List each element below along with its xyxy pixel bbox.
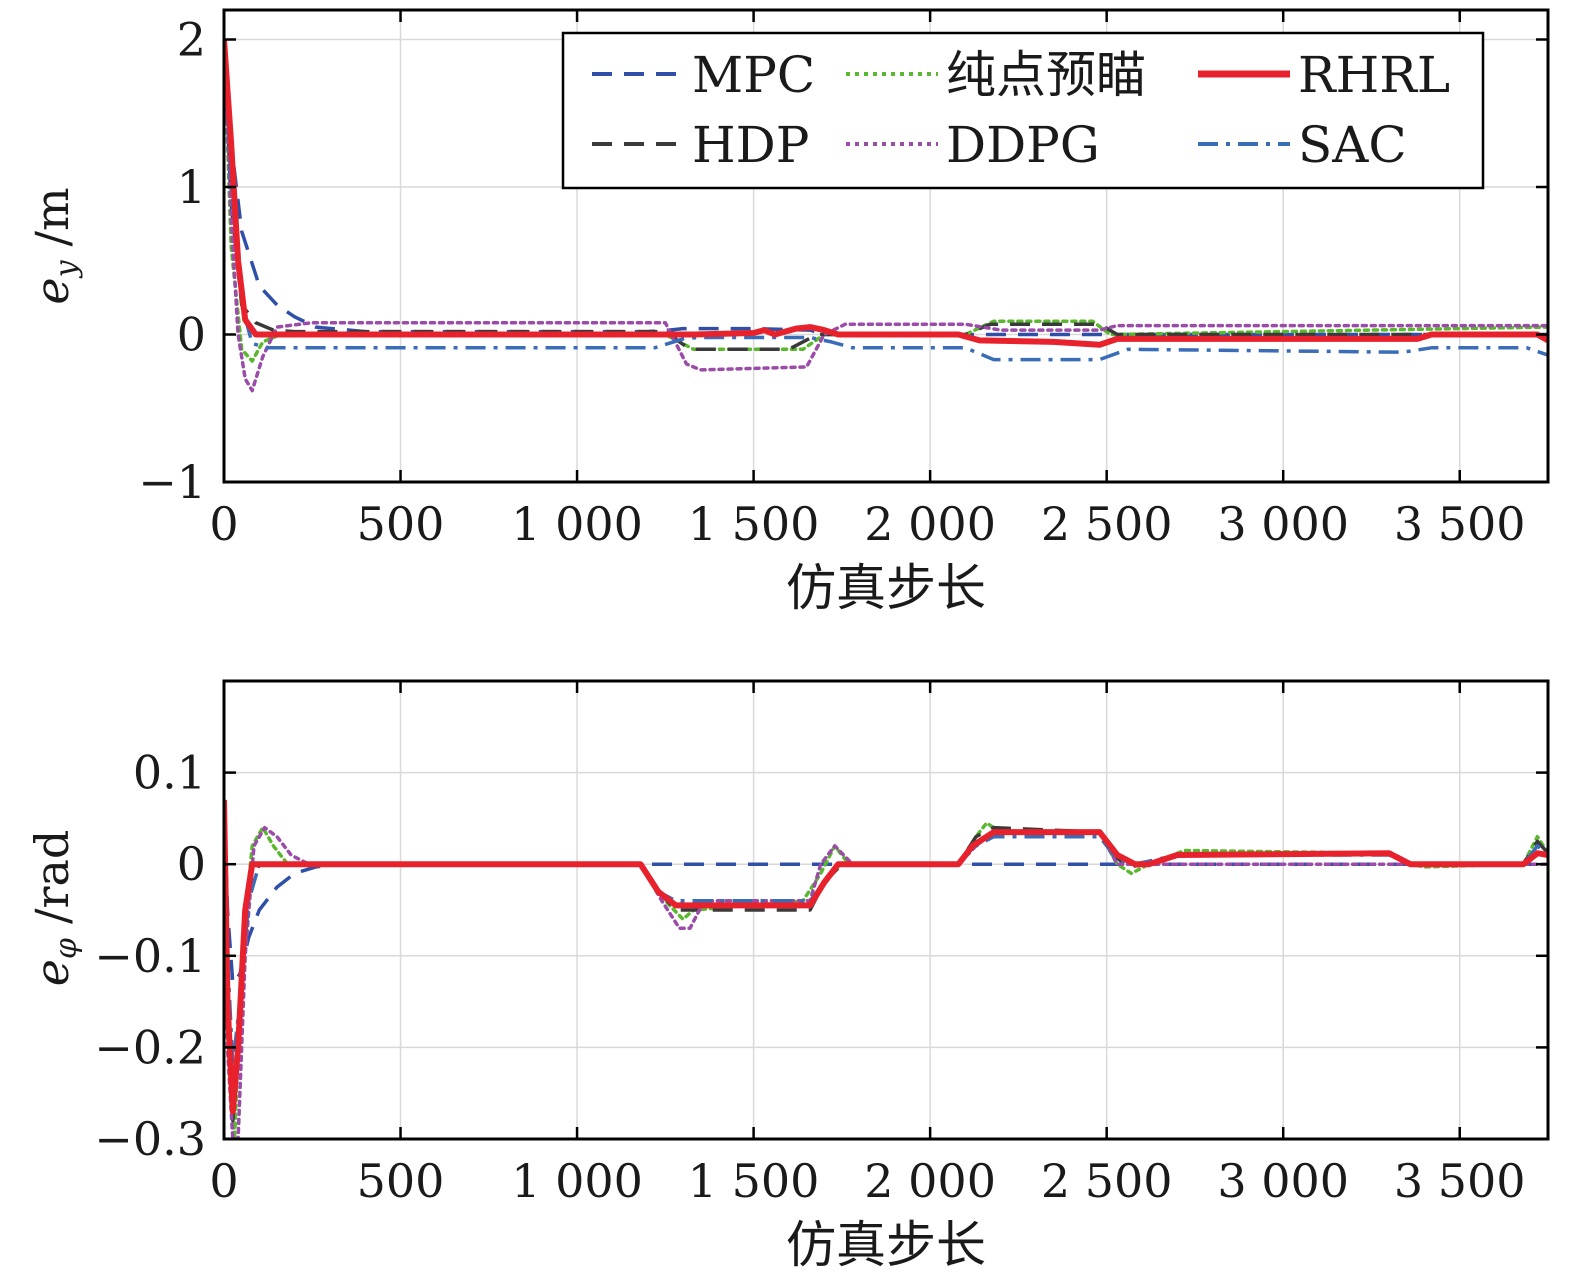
bottom-y-tick-label: 0.1 [133,746,206,800]
top-y-axis-label-unit: /m [25,187,79,246]
bottom-series-5-line [224,800,1548,1068]
legend-label-1: 纯点预瞄 [946,46,1146,104]
top-y-tick-label: 1 [177,160,206,214]
bottom-y-axis-label-unit: /rad [25,830,79,924]
bottom-x-tick-label: 0 [209,1154,238,1208]
bottom-plot-frame [222,679,1550,1141]
bottom-y-tick-label: 0 [177,837,206,891]
legend-label-0: MPC [692,46,815,104]
bottom-series-3-line [224,800,1548,1123]
top-plot-frame [222,8,1550,484]
bottom-chart: 0 500 1 000 1 500 2 000 2 500 3 000 3 500 −0.3 −0… [25,679,1550,1274]
legend-box [561,31,1485,190]
top-x-axis-label: 仿真步长 [786,559,986,617]
top-y-tick-label: −1 [138,455,206,509]
top-x-tick-label: 1 000 [511,497,643,551]
bottom-x-tick-label: 1 500 [688,1154,820,1208]
legend: MPC 纯点预瞄 RHRL HDP DDPG SAC [561,31,1485,190]
bottom-y-tick-label: −0.2 [94,1020,206,1074]
bottom-y-tick-label: −0.3 [94,1112,206,1166]
top-x-tick-label: 500 [357,497,445,551]
bottom-y-axis-label-var: e [25,959,79,986]
top-x-tick-label: 0 [209,497,238,551]
top-y-axis-label: ey/m [25,187,84,304]
bottom-y-axis-label-subscript: φ [49,938,84,959]
legend-label-2: RHRL [1298,46,1450,104]
bottom-x-tick-label: 1 000 [511,1154,643,1208]
legend-label-5: SAC [1298,116,1407,174]
bottom-x-tick-label: 3 000 [1217,1154,1349,1208]
top-x-tick-label: 3 500 [1394,497,1526,551]
bottom-y-axis-label: eφ/rad [25,830,84,987]
top-chart: 0 500 1 000 1 500 2 000 2 500 3 000 3 500−1012 … [25,8,1550,617]
bottom-series-2-line [224,800,1548,1115]
bottom-x-tick-label: 3 500 [1394,1154,1526,1208]
top-y-tick-label: 2 [177,13,206,67]
top-series-5-line [224,39,1548,362]
top-series-4-line [224,37,1548,393]
legend-label-4: DDPG [946,116,1100,174]
bottom-grid [224,681,1548,1140]
top-series-2-line [224,39,1548,348]
bottom-series-0-line [224,800,1548,986]
bottom-y-tick-label: −0.1 [94,929,206,983]
top-y-tick-label: 0 [177,308,206,362]
legend-label-3: HDP [692,116,809,174]
top-y-axis-label-subscript: y [49,259,84,279]
bottom-x-tick-label: 500 [357,1154,445,1208]
top-series-group [224,37,1548,393]
bottom-ticks: 0 500 1 000 1 500 2 000 2 500 3 000 3 500 −0.3 −0… [94,681,1548,1208]
bottom-x-tick-label: 2 500 [1041,1154,1173,1208]
top-x-tick-label: 3 000 [1217,497,1349,551]
top-y-axis-label-var: e [25,277,79,304]
bottom-x-tick-label: 2 000 [864,1154,996,1208]
bottom-x-axis-label: 仿真步长 [786,1216,986,1274]
bottom-series-group [224,798,1548,1139]
top-x-tick-label: 2 000 [864,497,996,551]
top-x-tick-label: 2 500 [1041,497,1173,551]
top-x-tick-label: 1 500 [688,497,820,551]
